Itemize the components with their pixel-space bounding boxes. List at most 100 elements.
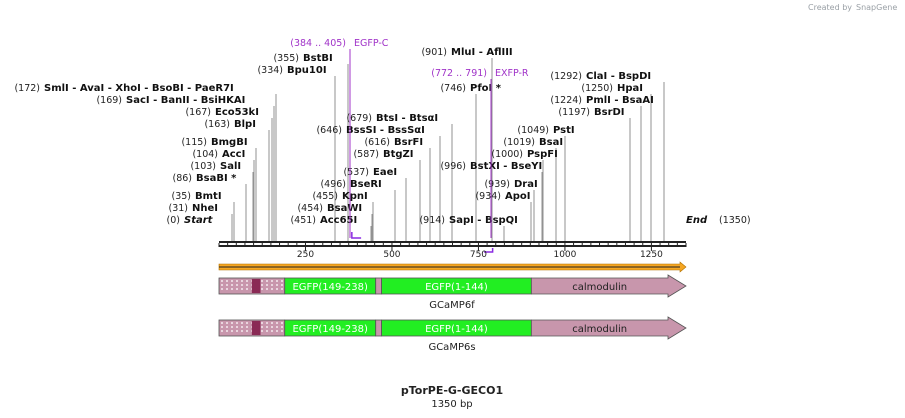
site-bmti-name[interactable]: BmtI [195,191,222,202]
site-saci-banii-bsihkai-position: (169) [96,95,122,106]
site-pspfi-name[interactable]: PspFI [527,149,558,160]
site-hpai-name[interactable]: HpaI [617,83,643,94]
site-apoi-position: (934) [475,191,501,202]
primer-exfp-r-bracket [484,248,494,253]
site-eco53ki-name[interactable]: Eco53kI [215,107,259,118]
site-bsrdi-position: (1197) [558,107,590,118]
feature-calmodulin[interactable] [530,316,687,340]
feature-label-egfp-1-144: EGFP(1-144) [425,324,488,335]
site-bmgbi-position: (115) [181,137,207,148]
site-acci-position: (104) [192,149,218,160]
site-nhei-name[interactable]: NheI [192,203,218,214]
site-bpu10i-position: (334) [257,65,283,76]
plasmid-length: 1350 bp [431,399,472,410]
site-bstxi-bseyi-name[interactable]: BstXI - BseYI [470,161,542,172]
site-bsrfi-name[interactable]: BsrFI [394,137,423,148]
site-smli-avai-xhoi-bsobi-paer7i-name[interactable]: SmlI - AvaI - XhoI - BsoBI - PaeR7I [44,83,234,94]
primer-egfp-c-name[interactable]: EGFP-C [354,38,389,49]
site-sali-name[interactable]: SalI [220,161,241,172]
site-acci-name[interactable]: AccI [222,149,245,160]
site-drai-name[interactable]: DraI [514,179,538,190]
site-bstbi-position: (355) [273,53,299,64]
feature-caption-gcamp6s: GCaMP6s [428,342,475,353]
site-pspfi-position: (1000) [491,149,523,160]
site-bsabi-name[interactable]: BsaBI * [196,173,237,184]
site-btgzi-position: (587) [353,149,379,160]
site-pfoi-name[interactable]: PfoI * [470,83,502,94]
site-apoi-name[interactable]: ApoI [505,191,531,202]
site-btsi-bts-i-position: (679) [346,113,372,124]
created-by-text: Created by [808,3,852,12]
site-bsai-position: (1019) [503,137,535,148]
backbone-line-top [219,241,686,243]
feature-caption-gcamp6f: GCaMP6f [429,300,475,311]
site-sali-position: (103) [190,161,216,172]
ruler-tick-label: 1250 [640,250,663,260]
site-pmli-bsaai-position: (1224) [550,95,582,106]
site-bseri-position: (496) [320,179,346,190]
site-bmgbi-name[interactable]: BmgBI [211,137,248,148]
primer-exfp-r-range: (772 .. 791) [431,68,487,79]
site-sapi-bspqi-position: (914) [419,215,445,226]
site-bstbi-name[interactable]: BstBI [303,53,333,64]
site-pmli-bsaai-name[interactable]: PmlI - BsaAI [586,95,654,106]
plasmid-name: pTorPE-G-GECO1 [401,384,503,397]
site-nhei-position: (31) [168,203,188,214]
primer-exfp-r-name[interactable]: EXFP-R [495,68,529,79]
site-bsrfi-position: (616) [364,137,390,148]
site-drai-position: (939) [484,179,510,190]
site-btgzi-name[interactable]: BtgZI [383,149,414,160]
ruler-tick-label: 250 [297,250,314,260]
sequence-ruler: 250 500 750 1000 1250 [218,241,687,260]
site-bsssi-bsss-i-name[interactable]: BssSI - BssSαI [346,125,425,136]
feature-label-egfp-149-238: EGFP(149-238) [292,324,368,335]
site-end-name[interactable]: End [686,215,708,226]
site-smli-avai-xhoi-bsobi-paer7i-position: (172) [14,83,40,94]
feature-calmodulin[interactable] [530,274,687,298]
feature-label-egfp-149-238: EGFP(149-238) [292,282,368,293]
site-acc65i-name[interactable]: Acc65I [320,215,357,226]
feature-linker-segment[interactable] [375,319,382,337]
feature-track-gcamp6s: EGFP(149-238) EGFP(1-144) calmodulin GCaMP6… [218,316,687,353]
feature-label-calmodulin: calmodulin [572,324,627,335]
site-acc65i-position: (451) [290,215,316,226]
cut-site-lines [231,58,665,241]
site-mlui-afliii-name[interactable]: MluI - AflIII [451,47,513,58]
feature-label-calmodulin: calmodulin [572,282,627,293]
feature-linker-segment[interactable] [375,277,382,295]
site-bsai-name[interactable]: BsaI [539,137,563,148]
site-hpai-position: (1250) [581,83,613,94]
site-bstxi-bseyi-position: (996) [440,161,466,172]
orf-arrow[interactable] [218,261,687,273]
snapgene-logo-text: SnapGene [856,3,897,12]
site-eaei-name[interactable]: EaeI [373,167,397,178]
site-bsabi-position: (86) [172,173,192,184]
site-bsawi-name[interactable]: BsaWI [327,203,362,214]
tag-block [251,321,261,335]
primer-annotations: (384 .. 405) EGFP-C (772 .. 791) EXFP-R [290,38,529,253]
cut-site-labels: Start(0)NheI(31)BmtI(35)BsaBI *(86)SalI(… [14,47,750,226]
site-start-name[interactable]: Start [184,215,214,226]
site-bsrdi-name[interactable]: BsrDI [594,107,625,118]
site-start-position: (0) [167,215,180,226]
site-btsi-bts-i-name[interactable]: BtsI - BtsαI [376,113,438,124]
site-sapi-bspqi-name[interactable]: SapI - BspQI [449,215,518,226]
site-bmti-position: (35) [171,191,191,202]
primer-egfp-c-bracket [351,232,362,239]
site-eco53ki-position: (167) [185,107,211,118]
site-bsawi-position: (454) [297,203,323,214]
site-blpi-name[interactable]: BlpI [234,119,256,130]
site-clai-bspdi-name[interactable]: ClaI - BspDI [586,71,651,82]
site-bpu10i-name[interactable]: Bpu10I [287,65,327,76]
site-psti-name[interactable]: PstI [553,125,575,136]
tag-block [251,279,261,293]
site-bseri-name[interactable]: BseRI [350,179,382,190]
primer-egfp-c-range: (384 .. 405) [290,38,346,49]
feature-label-egfp-1-144: EGFP(1-144) [425,282,488,293]
site-end-position: (1350) [719,215,751,226]
site-psti-position: (1049) [517,125,549,136]
site-kpni-name[interactable]: KpnI [342,191,368,202]
site-saci-banii-bsihkai-name[interactable]: SacI - BanII - BsiHKAI [126,95,245,106]
site-clai-bspdi-position: (1292) [550,71,582,82]
